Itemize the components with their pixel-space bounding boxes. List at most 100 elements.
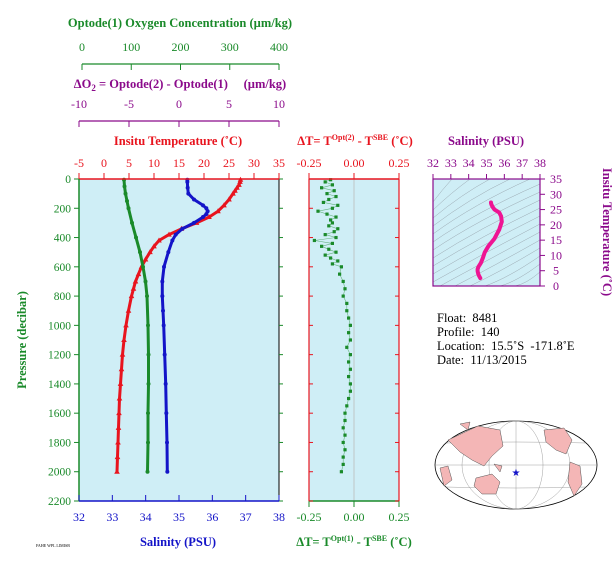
- ts-temperature-tick-label: 25: [550, 203, 562, 217]
- delta-o2-tick-label: -5: [124, 97, 134, 111]
- temperature-tick-label: -5: [74, 156, 84, 170]
- map-landmasses: [439, 421, 583, 497]
- delta-t-point: [345, 404, 349, 408]
- delta-t-point: [336, 227, 340, 231]
- delta-t-point: [348, 323, 352, 327]
- salinity-point: [185, 185, 190, 190]
- temperature-point: [206, 214, 212, 220]
- delta-t-panel: -0.25-0.250.000.000.250.25 ΔT= TOpt(2) -…: [296, 133, 413, 549]
- salinity-point: [201, 203, 205, 208]
- salinity-series: [160, 177, 210, 474]
- delta-t-top-title-suffix: (˚C): [388, 134, 413, 148]
- oxygen-point: [125, 198, 129, 203]
- delta-t-bottom-title-prefix: ΔT= T: [296, 535, 331, 549]
- delta-t-point: [325, 212, 329, 216]
- pressure-tick-label: 200: [54, 203, 72, 215]
- temperature-point: [147, 249, 153, 255]
- temperature-point: [125, 307, 132, 313]
- location-row: Location: 15.5˚S -171.8˚E: [437, 339, 607, 353]
- ts-salinity-tick-label: 38: [534, 156, 546, 170]
- date-row: Date: 11/13/2015: [437, 353, 607, 367]
- main-panel: 0200400600800100012001400160018002000220…: [15, 16, 292, 549]
- pressure-tick-label: 1800: [48, 437, 71, 449]
- pressure-axis-title: Pressure (decibar): [15, 291, 29, 389]
- ts-salinity-tick-label: 34: [463, 156, 475, 170]
- temperature-point: [117, 380, 124, 386]
- delta-o2-tick-label: 10: [273, 97, 285, 111]
- temperature-tick-label: 15: [173, 156, 185, 170]
- delta-t-point: [334, 194, 338, 199]
- delta-o2-axis-title: ΔO2 = Optode(2) - Optode(1) (µm/kg): [74, 77, 286, 93]
- temperature-point: [123, 322, 129, 328]
- delta-t-bottom-title-mid: - T: [353, 535, 372, 549]
- oxygen-point: [146, 323, 150, 328]
- salinity-point: [192, 220, 196, 225]
- date-value: 11/13/2015: [470, 353, 527, 367]
- delta-t-point: [347, 360, 351, 364]
- temperature-axis-title: Insitu Temperature (˚C): [114, 134, 242, 148]
- salinity-tick-label: 36: [206, 510, 218, 524]
- temperature-point: [221, 202, 227, 208]
- float-row: Float: 8481: [437, 311, 607, 325]
- delta-t-point: [341, 455, 345, 459]
- pressure-tick-label: 2000: [48, 467, 71, 479]
- salinity-point: [173, 232, 178, 237]
- oxygen-tick-label: 100: [122, 40, 140, 54]
- oxygen-series: [122, 177, 151, 474]
- delta-t-point: [336, 203, 340, 207]
- oxygen-point: [130, 220, 134, 225]
- delta-t-top-title: ΔT= TOpt(2) - TSBE (˚C): [297, 133, 413, 148]
- delta-t-top-title-sup2: SBE: [373, 133, 388, 142]
- temperature-point: [128, 293, 135, 299]
- location-label: Location:: [437, 339, 485, 353]
- oxygen-axis-title: Optode(1) Oxygen Concentration (µm/kg): [68, 16, 292, 30]
- delta-t-point: [325, 192, 329, 196]
- pressure-tick-label: 2200: [48, 496, 71, 508]
- delta-t-point: [345, 301, 349, 306]
- ts-salinity-tick-label: 33: [445, 156, 457, 170]
- temperature-point: [130, 285, 137, 291]
- delta-t-point: [330, 241, 334, 245]
- temperature-point: [116, 410, 122, 416]
- oxygen-point: [146, 381, 151, 386]
- float-label: Float:: [437, 311, 467, 325]
- salinity-point: [164, 411, 169, 416]
- oxygen-tick-label: 200: [172, 40, 190, 54]
- delta-t-point: [339, 470, 343, 474]
- salinity-point: [186, 191, 191, 196]
- temperature-tick-label: 5: [126, 156, 132, 170]
- delta-t-bottom-tick-label: 0.00: [344, 510, 365, 524]
- delta-t-point: [347, 396, 351, 401]
- delta-t-point: [339, 265, 343, 269]
- location-lat: 15.5˚S: [491, 339, 525, 353]
- delta-t-top-tick-label: 0.25: [389, 156, 410, 170]
- salinity-point: [162, 352, 167, 357]
- delta-t-point: [341, 294, 345, 298]
- delta-t-point: [330, 183, 334, 187]
- pressure-tick-label: 800: [54, 291, 72, 303]
- delta-t-point: [336, 259, 340, 263]
- float-value: 8481: [472, 311, 498, 325]
- delta-t-bottom-title-suffix: (˚C): [387, 535, 412, 549]
- temperature-point: [151, 243, 157, 249]
- delta-t-point: [329, 218, 333, 222]
- ts-series-layer: [475, 200, 504, 281]
- delta-t-point: [323, 180, 327, 184]
- temperature-point: [236, 181, 242, 187]
- salinity-tick-label: 38: [273, 510, 285, 524]
- delta-o2-tick-label: 0: [176, 97, 182, 111]
- salinity-point: [185, 179, 190, 184]
- delta-t-point: [327, 247, 331, 251]
- world-map: ★: [434, 420, 598, 510]
- delta-t-point: [343, 418, 347, 423]
- delta-t-point: [312, 238, 316, 243]
- delta-t-point: [345, 309, 349, 313]
- salinity-tick-label: 34: [140, 510, 152, 524]
- delta-t-point: [332, 230, 336, 234]
- delta-t-point: [347, 316, 351, 320]
- temperature-point: [156, 237, 162, 243]
- temperature-point: [115, 424, 122, 430]
